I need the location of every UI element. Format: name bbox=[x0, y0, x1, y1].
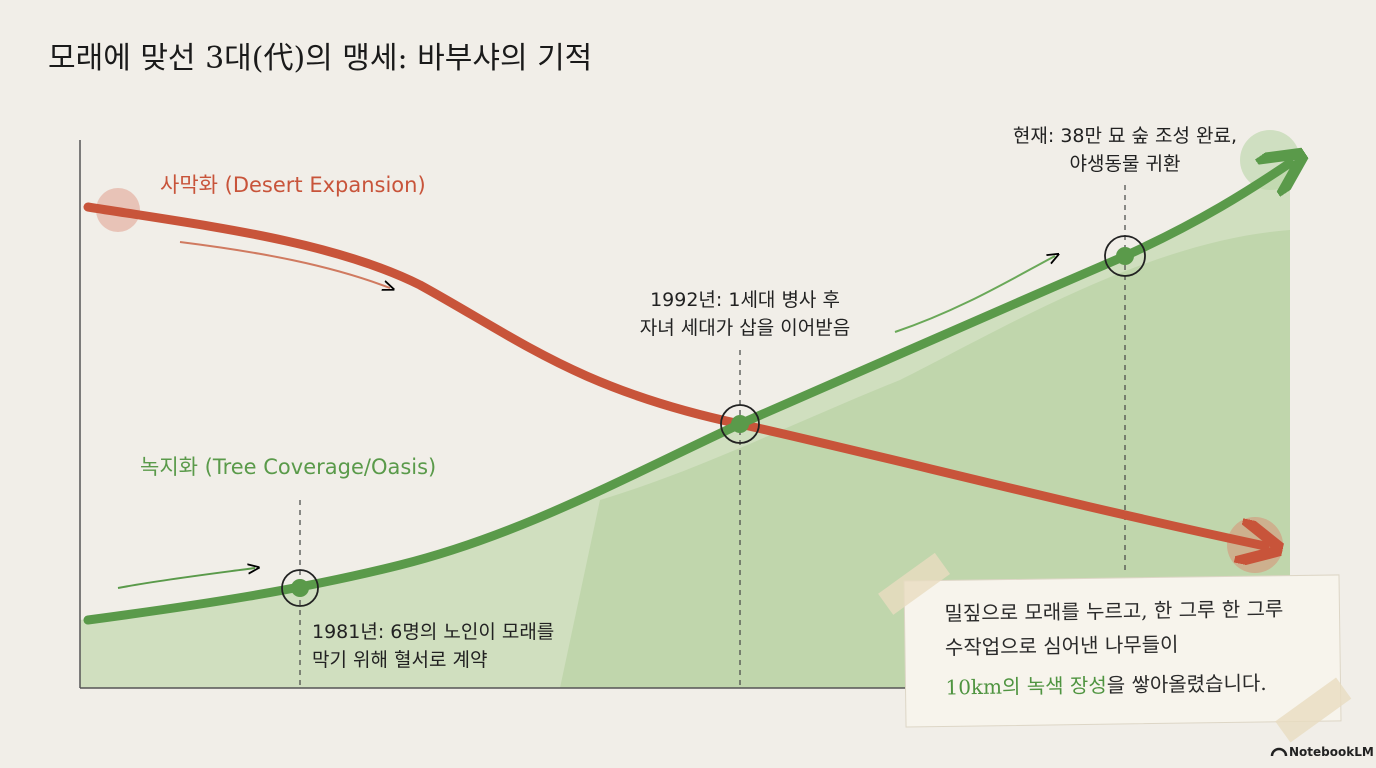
annotation: 현재: 38만 묘 숲 조성 완료, bbox=[1013, 125, 1237, 147]
sketch-arrow bbox=[894, 256, 1055, 333]
annotation: 막기 위해 혈서로 계약 bbox=[312, 649, 487, 671]
brand-icon bbox=[1270, 747, 1288, 757]
annotation: 야생동물 귀환 bbox=[1070, 153, 1181, 175]
green-area bbox=[80, 165, 1290, 688]
note-line: 10km의 녹색 장성을 쌓아올렸습니다. bbox=[945, 671, 1266, 699]
curve-label: 사막화 (Desert Expansion) bbox=[160, 173, 426, 197]
curve-label: 녹지화 (Tree Coverage/Oasis) bbox=[140, 455, 436, 479]
annotation: 1992년: 1세대 병사 후 bbox=[650, 289, 840, 311]
title: 모래에 맞선 3대(代)의 맹세: 바부샤의 기적 bbox=[48, 41, 592, 76]
tape bbox=[1275, 677, 1352, 743]
annotation: 자녀 세대가 삽을 이어받음 bbox=[640, 317, 850, 339]
milestone-markers bbox=[281, 235, 1146, 607]
note-ending: 을 쌓아올렸습니다. bbox=[1107, 671, 1267, 697]
note-paper bbox=[903, 574, 1342, 728]
sketch-arrow bbox=[117, 568, 255, 589]
brand: NotebookLM bbox=[1289, 745, 1374, 759]
green-wash bbox=[560, 230, 1290, 688]
note-line: 밀짚으로 모래를 누르고, 한 그루 한 그루 bbox=[944, 597, 1283, 626]
desert-curve bbox=[83, 202, 1265, 546]
note-highlight: 10km의 녹색 장성 bbox=[945, 673, 1107, 699]
note-card: 밀짚으로 모래를 누르고, 한 그루 한 그루 수작업으로 심어낸 나무들이 1… bbox=[878, 552, 1352, 743]
sketch-arrow bbox=[179, 241, 390, 288]
tape bbox=[878, 552, 951, 615]
note-line: 수작업으로 심어낸 나무들이 bbox=[945, 632, 1179, 659]
annotation: 1981년: 6명의 노인이 모래를 bbox=[312, 621, 554, 643]
